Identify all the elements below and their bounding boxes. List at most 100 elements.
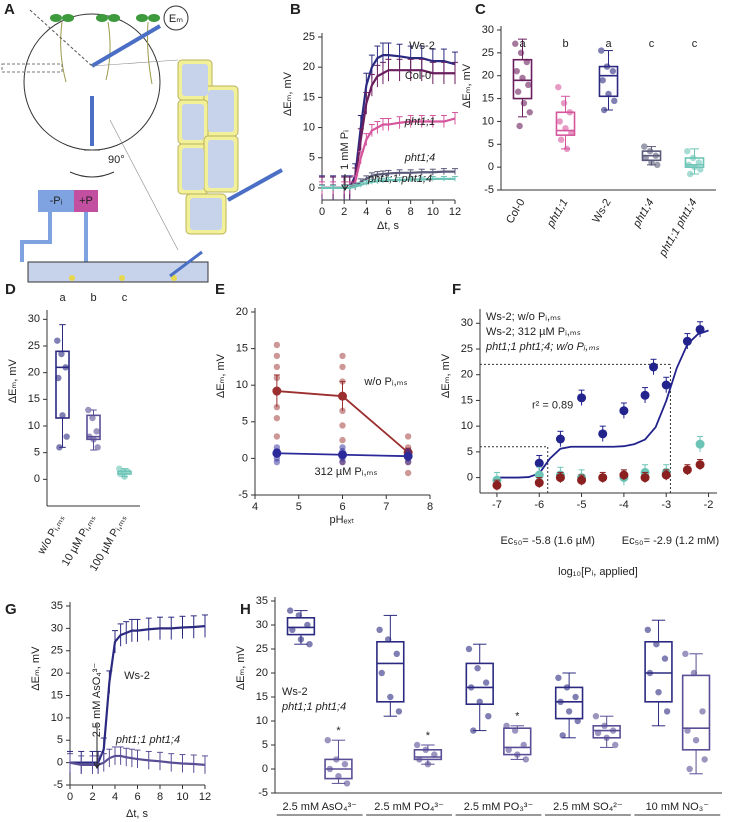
data-point: [339, 458, 346, 466]
data-point: [520, 99, 528, 107]
plus-p-label: +P: [79, 195, 93, 207]
series-label: Ws-2: [124, 670, 150, 682]
y-tick-label: -5: [238, 489, 248, 501]
data-point: [56, 444, 63, 451]
y-tick-label: 10: [236, 379, 248, 391]
y-axis-label: ΔEₘ, mV: [461, 63, 473, 108]
data-point: [612, 741, 619, 749]
mean-point: [272, 386, 282, 396]
y-tick-label: 5: [488, 138, 494, 150]
data-point: [648, 159, 655, 166]
data-point: [89, 414, 96, 422]
data-point: [465, 645, 473, 653]
data-point: [646, 147, 654, 155]
series-label: pht1;1 pht1;4: [115, 734, 180, 746]
x-axis-label: Δt, s: [377, 220, 400, 232]
mean-point: [640, 473, 650, 483]
data-point: [339, 352, 346, 360]
data-point: [600, 106, 608, 114]
data-point: [413, 741, 421, 749]
data-point: [422, 746, 429, 753]
y-tick-label: 5: [57, 734, 63, 746]
data-point: [395, 708, 403, 715]
x-tick-label: Col-0: [504, 197, 528, 226]
x-tick-label: 7: [383, 501, 389, 513]
mean-point: [682, 336, 692, 346]
panel-letter: A: [4, 1, 15, 18]
group-letter: c: [692, 38, 698, 50]
mean-point: [649, 362, 659, 372]
mean-point: [682, 465, 692, 475]
data-point: [644, 626, 651, 633]
data-point: [273, 341, 281, 349]
mean-point: [534, 478, 544, 488]
x-tick-label: -5: [577, 499, 587, 511]
data-point: [505, 746, 512, 753]
y-tick-label: 0: [242, 452, 248, 464]
panel: H ΔEₘ, mV -5 0 5 10 15 20 25 30 35 2.5 mM AsO₄³⁻ 2.5…: [235, 595, 722, 816]
data-point: [121, 473, 128, 480]
x-tick-label: 0: [67, 791, 73, 803]
y-tick-label: 5: [262, 739, 268, 751]
data-point: [641, 143, 648, 150]
data-point: [663, 708, 671, 715]
data-point: [63, 433, 70, 440]
panel: F ΔEₘ, mV 0 5 10 15 20 25 30 -7 -6 -5 -4 -3 -2 log₁₀[Pᵢ…: [440, 281, 719, 578]
series-label: pht1;1: [404, 116, 436, 128]
x-tick-label: 10 mM NO₃⁻: [646, 801, 710, 813]
y-axis-label: ΔEₘ, mV: [7, 358, 19, 403]
significance: *: [515, 711, 520, 723]
x-tick-label: 2.5 mM SO₄²⁻: [553, 801, 623, 813]
data-point: [476, 698, 483, 705]
data-point: [273, 363, 281, 371]
x-tick-label: 12: [199, 791, 211, 803]
data-point: [289, 626, 296, 633]
data-point: [90, 436, 97, 443]
y-tick-label: 15: [28, 393, 40, 405]
series-label: Ws-2: [282, 686, 308, 698]
data-point: [684, 727, 691, 734]
data-point: [526, 109, 533, 116]
data-point: [520, 741, 527, 749]
x-tick-label: -7: [492, 499, 502, 511]
panel: C ΔEₘ, mV -5 0 5 10 15 20 25 30 Col-0 a pht1;1 b Ws-2 a…: [461, 1, 716, 259]
data-point: [559, 732, 566, 739]
legend-entry: pht1;1 pht1;4; w/o Pᵢ,ₘₛ: [485, 341, 600, 353]
x-tick-label: 12: [449, 206, 461, 218]
y-tick-label: 0: [57, 757, 63, 769]
x-tick-label: 2.5 mM PO₄³⁻: [374, 801, 444, 813]
data-point: [562, 125, 569, 132]
data-point: [697, 166, 704, 173]
data-point: [565, 708, 573, 715]
y-tick-label: 20: [236, 306, 248, 318]
panel: E ΔEₘ, mV -5 0 5 10 15 20 4 5 6 7 8 pHₑₓₜ w/o Pᵢ,ₘₛ 312…: [215, 281, 433, 526]
series-label: 312 µM Pᵢ,ₘₛ: [314, 466, 377, 478]
data-point: [525, 81, 532, 89]
x-tick-label: pht1;1: [544, 197, 570, 230]
y-tick-label: 25: [28, 340, 40, 352]
group-letter: a: [519, 38, 526, 50]
data-point: [474, 665, 481, 672]
mean-point: [661, 470, 671, 480]
data-point: [326, 765, 334, 773]
data-point: [642, 154, 649, 162]
data-point: [566, 109, 574, 116]
data-point: [514, 751, 521, 758]
sample: [69, 275, 75, 281]
x-tick-label: 10: [176, 791, 188, 803]
data-point: [511, 727, 519, 734]
x-tick-label: -2: [704, 499, 714, 511]
x-tick-label: 4: [252, 501, 258, 513]
fit-statistic: r² = 0.89: [532, 399, 573, 411]
y-tick-label: 10: [482, 115, 494, 127]
y-tick-label: 15: [461, 394, 473, 406]
x-tick-label: 4: [363, 206, 369, 218]
y-axis-label: ΔEₘ, mV: [282, 71, 294, 116]
data-point: [686, 170, 694, 178]
mean-point: [598, 473, 608, 483]
group-letter: a: [605, 38, 612, 50]
data-point: [339, 436, 346, 444]
data-point: [416, 756, 423, 763]
x-tick-label: 8: [427, 501, 433, 513]
